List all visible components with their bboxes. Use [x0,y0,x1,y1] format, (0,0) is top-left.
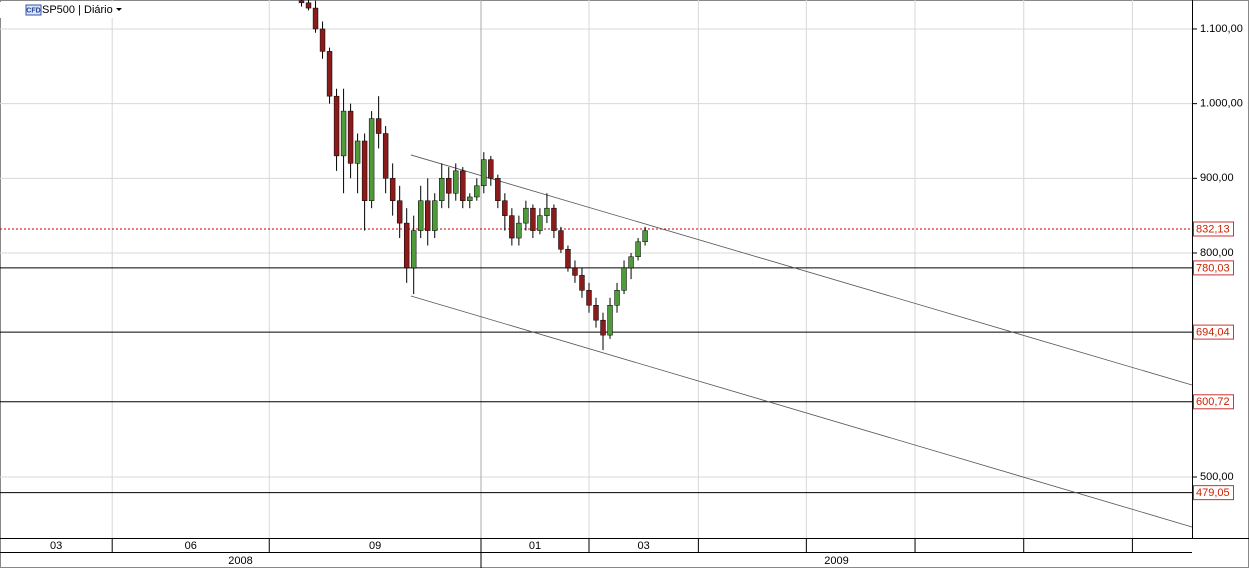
level-label: 600,72 [1196,396,1230,408]
symbol-badge-text: CFD [26,7,40,14]
candle-body [614,290,620,306]
chart-title: SP500 | Diário [42,4,113,16]
candle-body [446,178,452,194]
candle-body [319,28,326,52]
candle-body [326,51,333,97]
level-label-box [1193,221,1234,237]
candle-body [432,200,438,231]
year-label: 2008 [228,555,252,567]
x-tick-label: 03 [638,540,650,552]
candle-body [347,110,354,164]
candle-body [558,230,564,250]
trendline [410,295,1193,528]
candle-body [516,222,522,239]
y-tick-label: 500,00 [1200,471,1234,483]
candle-body [502,200,508,216]
candle-body [389,178,396,201]
candle-body [340,110,347,157]
candle-body [481,159,487,187]
candle-body [537,215,543,231]
candle-body [635,241,641,257]
candle-body [361,140,368,201]
candle-body [298,0,305,4]
candle-body [586,290,592,306]
candle-body [453,170,459,194]
y-tick-label: 800,00 [1200,247,1234,259]
level-label: 832,13 [1196,223,1230,235]
candle-body [488,159,494,179]
level-label: 479,05 [1196,487,1230,499]
x-tick-label: 06 [185,540,197,552]
grid [0,0,1192,538]
y-tick-label: 1.100,00 [1200,23,1243,35]
candle-body [509,215,515,239]
level-label-box [1193,394,1234,410]
candle-body [628,256,634,269]
x-tick-label: 01 [529,540,541,552]
candle-body [418,200,424,231]
level-label: 694,04 [1196,327,1230,339]
candle-body [382,133,389,179]
candle-body [460,170,466,201]
year-label: 2009 [824,555,848,567]
candle-body [375,118,382,134]
title-block[interactable]: CFD SP500 | Diário [0,2,130,18]
candle-body [551,207,557,231]
trendline [410,154,1193,386]
candle-body [642,230,648,243]
plot [0,0,1193,528]
candle-body [523,207,529,224]
candle-body [600,319,606,336]
symbol-badge [25,4,42,16]
candle-body [368,118,375,201]
candle-body [572,267,578,276]
candle-body [607,305,613,336]
candle-body [495,178,501,201]
candle-body [621,267,627,291]
level-label: 780,03 [1196,262,1230,274]
candle-body [530,207,536,231]
level-label-box [1193,324,1234,340]
candle-body [410,230,417,269]
level-label-box [1193,260,1234,276]
candle-body [396,200,403,224]
candle-body [593,305,599,321]
y-tick-label: 1.000,00 [1200,98,1243,110]
x-tick-label: 03 [50,540,62,552]
candle-body [544,207,550,216]
candle-body [305,2,312,9]
candle-body [565,248,571,269]
dropdown-arrow[interactable] [116,8,122,11]
candle-body [403,222,410,269]
candle-body [467,196,473,201]
candle-body [425,200,431,231]
level-label-box [1193,485,1234,501]
candle-body [312,7,319,30]
candle-body [439,178,445,201]
candle-body [474,185,480,198]
candle-body [354,140,361,164]
candle-body [579,275,585,291]
y-tick-label: 900,00 [1200,172,1234,184]
x-tick-label: 09 [369,540,381,552]
candle-body [333,95,340,157]
